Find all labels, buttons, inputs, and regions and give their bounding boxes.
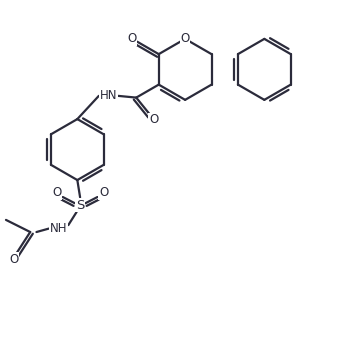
Text: HN: HN	[100, 89, 117, 102]
Text: O: O	[127, 32, 136, 45]
Text: O: O	[52, 186, 61, 199]
Text: O: O	[99, 186, 108, 199]
Text: S: S	[76, 198, 84, 211]
Text: NH: NH	[50, 222, 67, 235]
Text: O: O	[149, 113, 158, 126]
Text: O: O	[9, 253, 18, 266]
Text: O: O	[181, 32, 190, 45]
